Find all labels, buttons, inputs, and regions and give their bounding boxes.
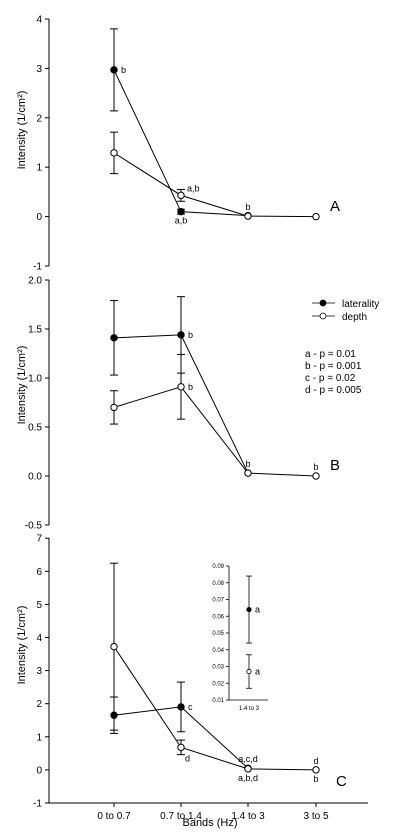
- legend-marker-depth: [319, 312, 327, 320]
- panel-0-point-depth: [312, 212, 320, 221]
- panel-0-line-depth: [113, 152, 317, 218]
- panel-0-point-depth: [244, 212, 252, 220]
- panel-2-y-tick-label: 0: [36, 765, 42, 776]
- panel-c-inset: 0.01 0.02 0.03 0.04 0.05 0.06 0.07 0.08 0.09 1.4 …: [212, 564, 268, 712]
- panel-1-y-tick-label: -0.5: [25, 521, 43, 532]
- panel-0-point-depth: [177, 191, 185, 200]
- legend-label-laterality: laterality: [342, 299, 379, 310]
- panel-0-annotation: a,b: [187, 183, 200, 193]
- panel-a-letter: A: [330, 198, 340, 215]
- panel-0-annotation: b: [121, 65, 126, 75]
- inset-y-tick-label: 0.02: [212, 681, 224, 687]
- panel-a-y-axis-title: Intensity (1/cm²): [16, 91, 28, 170]
- panel-1-point-depth: [244, 469, 252, 477]
- legend-marker-laterality: [319, 299, 327, 307]
- panel-2-y-tick-label: 2: [36, 699, 42, 710]
- panel-0-point-depth: [110, 149, 118, 157]
- panel-b-letter: B: [330, 457, 340, 474]
- panel-2-y-tick-label: -1: [33, 799, 42, 810]
- x-axis-title: Bands (Hz): [182, 817, 237, 829]
- inset-point-depth: [246, 668, 252, 675]
- legend-label-depth: depth: [342, 312, 367, 323]
- panel-2-point-laterality: [110, 711, 118, 719]
- panel-1-point-depth: [312, 472, 320, 480]
- panel-2-point-depth: [177, 743, 185, 752]
- inset-y-tick-label: 0.04: [212, 648, 224, 654]
- panel-1-point-depth: [177, 383, 185, 391]
- panel-2-y-tick-label: 7: [36, 534, 42, 545]
- inset-y-tick-label: 0.01: [212, 698, 224, 704]
- panel-2-point-depth: [244, 765, 252, 773]
- panel-0-y-tick-label: 0: [36, 212, 42, 223]
- panel-0-annotation: a,b: [175, 216, 188, 226]
- significance-a: a - p = 0.01: [305, 349, 356, 360]
- panel-1-annotation: b: [245, 459, 250, 469]
- x-tick-label: 0 to 0.7: [97, 811, 131, 822]
- panel-1-y-tick-label: 2.0: [28, 276, 42, 287]
- panel-1-y-tick-label: 0.5: [28, 423, 42, 434]
- significance-legend: a - p = 0.01 b - p = 0.001 c - p = 0.02 …: [305, 349, 362, 396]
- inset-y-tick-label: 0.09: [212, 564, 224, 570]
- panel-c-y-axis-title: Intensity (1/cm²): [16, 606, 28, 685]
- panel-1-annotation: b: [188, 330, 193, 340]
- panel-2-annotation: a,c,d: [238, 754, 258, 764]
- panel-2-y-tick-label: 5: [36, 600, 42, 611]
- inset-y-tick-label: 0.06: [212, 614, 224, 620]
- panel-a: Intensity (1/cm²) A -1 0 1 2 3 4 b a,b a,b b: [16, 15, 340, 273]
- panel-2-annotation: d: [313, 756, 318, 766]
- panel-2-annotation: d: [185, 753, 190, 763]
- panel-2-point-depth: [110, 642, 118, 651]
- panel-0-annotation: b: [245, 202, 250, 212]
- panel-2-y-tick-label: 1: [36, 732, 42, 743]
- panel-0-y-tick-label: -1: [33, 262, 42, 273]
- panel-c: Intensity (1/cm²) C 0.01 0.02 0.03 0.04 0.05…: [16, 534, 368, 822]
- panel-0-y-tick-label: 1: [36, 163, 42, 174]
- panel-2-annotation: a,b,d: [238, 773, 258, 783]
- inset-y-tick-label: 0.07: [212, 598, 224, 604]
- panel-0-point-laterality: [177, 207, 185, 216]
- panel-1-annotation: b: [313, 462, 318, 472]
- panel-2-y-tick-label: 6: [36, 567, 42, 578]
- inset-y-tick-label: 0.05: [212, 631, 224, 637]
- inset-point-laterality: [246, 606, 252, 613]
- panel-0-y-tick-label: 2: [36, 113, 42, 124]
- panel-2-annotation: b: [313, 774, 318, 784]
- x-tick-label: 3 to 5: [303, 811, 328, 822]
- legend: laterality depth: [312, 299, 379, 323]
- panel-0-y-tick-label: 3: [36, 64, 42, 75]
- panel-1-point-depth: [110, 403, 118, 412]
- inset-y-tick-label: 0.03: [212, 665, 224, 671]
- panel-2-annotation: c: [188, 702, 193, 712]
- panel-1-y-tick-label: 0.0: [28, 472, 42, 483]
- panel-b: Intensity (1/cm²) B laterality depth a -…: [16, 276, 379, 532]
- inset-x-label: 1.4 to 3: [239, 706, 260, 712]
- panel-b-y-axis-title: Intensity (1/cm²): [16, 346, 28, 425]
- panel-1-annotation: b: [188, 382, 193, 392]
- inset-label-depth: a: [255, 667, 260, 677]
- panel-1-point-laterality: [110, 334, 118, 342]
- panel-1-line-depth: [113, 386, 317, 477]
- panel-1-y-tick-label: 1.0: [28, 374, 42, 385]
- panel-2-line-depth: [113, 646, 317, 771]
- x-tick-label: 1.4 to 3: [231, 811, 265, 822]
- panel-2-point-depth: [312, 766, 320, 774]
- inset-y-tick-label: 0.08: [212, 581, 224, 587]
- panel-1-y-tick-label: 1.5: [28, 325, 42, 336]
- inset-label-laterality: a: [255, 605, 260, 615]
- panel-c-letter: C: [336, 773, 347, 790]
- panel-1-point-laterality: [177, 331, 185, 339]
- significance-d: d - p = 0.005: [305, 385, 362, 396]
- significance-b: b - p = 0.001: [305, 361, 362, 372]
- panel-2-y-tick-label: 4: [36, 633, 42, 644]
- panel-2-y-tick-label: 3: [36, 666, 42, 677]
- x-tick-label: 0.7 to 1,4: [160, 811, 202, 822]
- panel-0-point-laterality: [110, 66, 118, 74]
- significance-c: c - p = 0.02: [305, 373, 356, 384]
- panel-2-point-laterality: [177, 703, 185, 711]
- panel-0-y-tick-label: 4: [36, 15, 42, 26]
